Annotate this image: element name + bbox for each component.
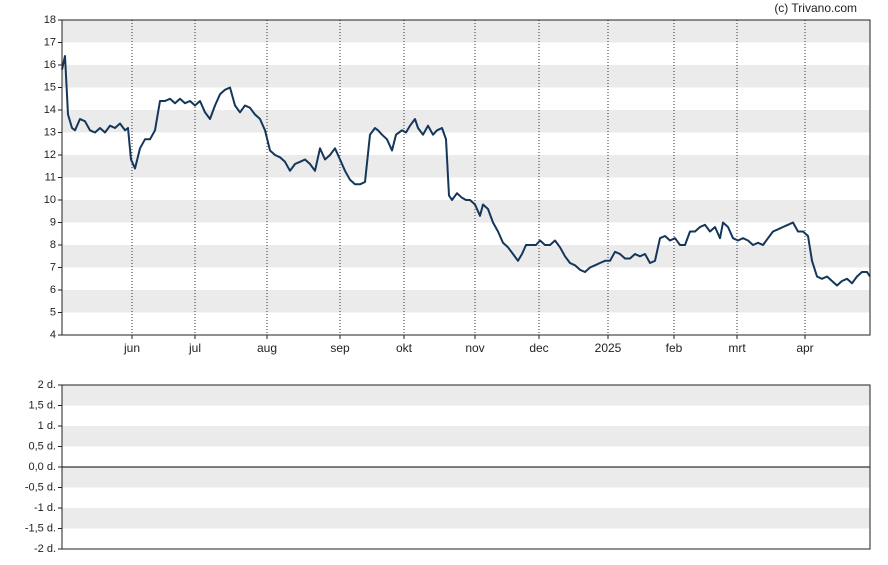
band	[62, 155, 870, 178]
y-tick-label: 11	[45, 171, 56, 183]
y-tick-label: 0,0 d.	[28, 461, 56, 473]
x-tick-label: feb	[666, 341, 683, 355]
band	[62, 110, 870, 133]
y-tick-label: 8	[50, 239, 56, 251]
plot-frame	[61, 384, 871, 550]
x-tick-label: dec	[529, 341, 548, 355]
x-tick-label: okt	[396, 341, 413, 355]
band	[62, 426, 870, 447]
plot-frame	[61, 19, 871, 336]
band	[62, 65, 870, 88]
band	[62, 245, 870, 268]
credit: (c) Trivano.com	[774, 1, 857, 15]
y-tick-label: 4	[50, 329, 56, 341]
band	[62, 290, 870, 313]
y-tick-label: -1 d.	[34, 502, 56, 514]
y-tick-label: 12	[44, 149, 56, 161]
x-tick-label: jun	[123, 341, 140, 355]
y-tick-label: 18	[44, 14, 56, 26]
band	[62, 20, 870, 43]
y-tick-label: 17	[44, 36, 56, 48]
x-tick-label: 2025	[595, 341, 622, 355]
y-tick-label: 7	[50, 261, 56, 273]
band	[62, 385, 870, 406]
x-tick-label: mrt	[728, 341, 746, 355]
y-tick-label: 10	[44, 194, 56, 206]
y-tick-label: 9	[50, 216, 56, 228]
y-tick-label: 13	[44, 126, 56, 138]
y-tick-label: 16	[44, 59, 56, 71]
price-line	[61, 55, 871, 287]
y-tick-label: 14	[44, 104, 56, 116]
x-tick-label: apr	[796, 341, 813, 355]
y-tick-label: -1,5 d.	[25, 522, 56, 534]
x-tick-label: jul	[188, 341, 201, 355]
y-tick-label: 6	[50, 284, 56, 296]
x-tick-label: aug	[257, 341, 277, 355]
band	[62, 467, 870, 488]
x-tick-label: sep	[330, 341, 350, 355]
band	[62, 508, 870, 529]
y-tick-label: -0,5 d.	[25, 481, 56, 493]
y-tick-label: 15	[44, 81, 56, 93]
y-tick-label: 5	[50, 306, 56, 318]
y-tick-label: 1,5 d.	[28, 399, 56, 411]
y-tick-label: -2 d.	[34, 543, 56, 555]
x-tick-label: nov	[465, 341, 484, 355]
y-tick-label: 0,5 d.	[28, 440, 56, 452]
y-tick-label: 1 d.	[38, 420, 56, 432]
band	[62, 200, 870, 223]
y-tick-label: 2 d.	[38, 379, 56, 391]
